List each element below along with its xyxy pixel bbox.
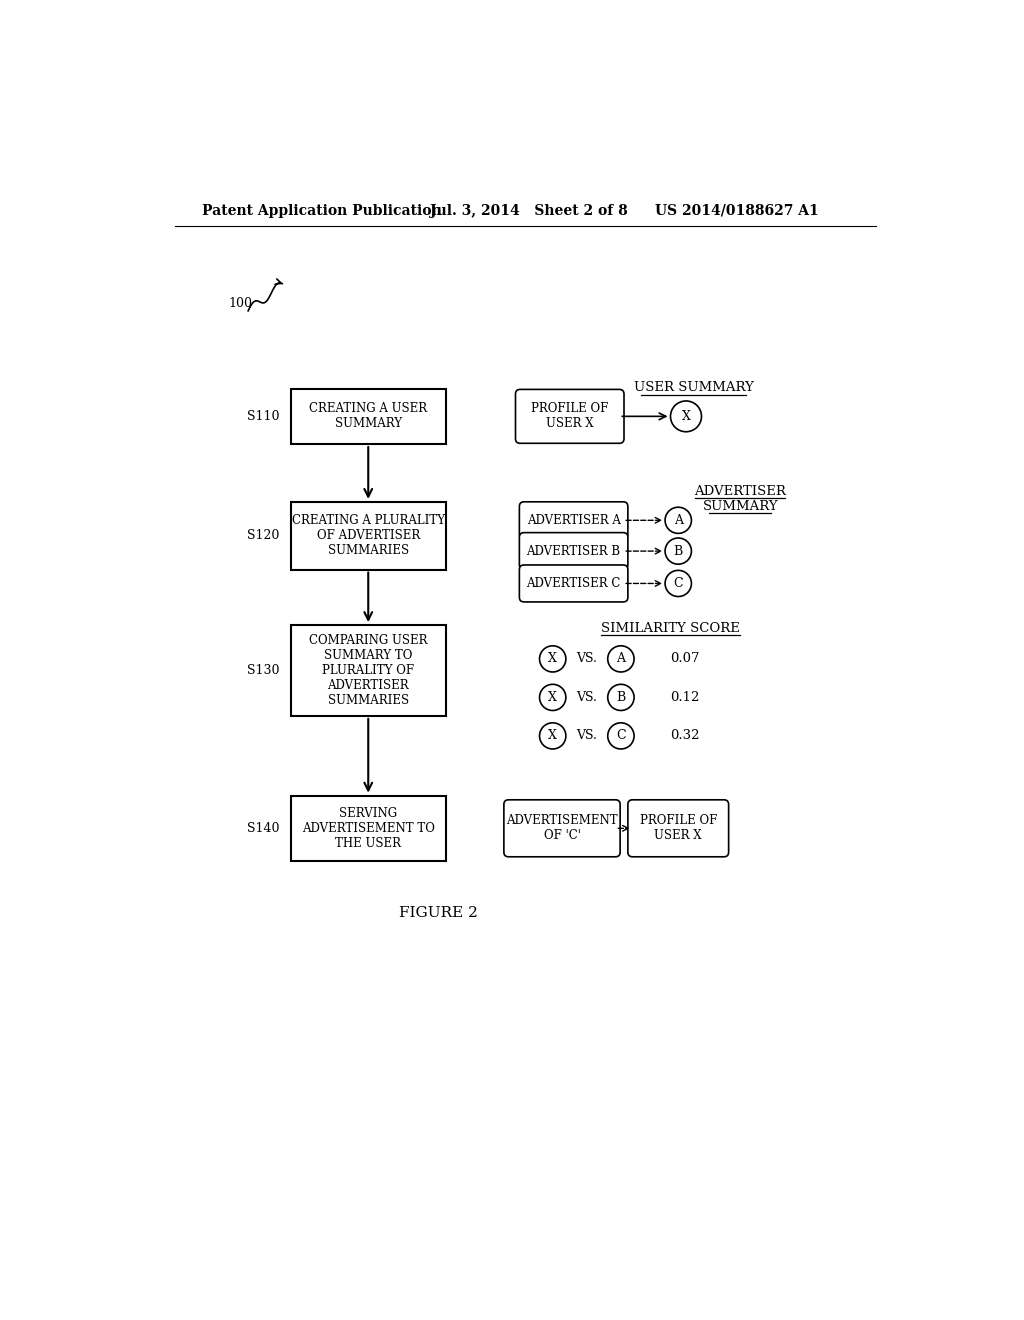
Circle shape	[540, 723, 566, 748]
FancyBboxPatch shape	[291, 796, 445, 861]
FancyBboxPatch shape	[291, 388, 445, 444]
FancyBboxPatch shape	[291, 626, 445, 715]
Text: C: C	[674, 577, 683, 590]
FancyBboxPatch shape	[291, 502, 445, 570]
FancyBboxPatch shape	[519, 533, 628, 570]
Text: US 2014/0188627 A1: US 2014/0188627 A1	[655, 203, 819, 218]
Text: X: X	[548, 730, 557, 742]
Text: X: X	[682, 409, 690, 422]
Text: PROFILE OF
USER X: PROFILE OF USER X	[531, 403, 608, 430]
FancyBboxPatch shape	[515, 389, 624, 444]
Circle shape	[665, 570, 691, 597]
FancyBboxPatch shape	[504, 800, 621, 857]
Text: S130: S130	[247, 664, 280, 677]
Text: PROFILE OF
USER X: PROFILE OF USER X	[640, 814, 717, 842]
Text: CREATING A PLURALITY
OF ADVERTISER
SUMMARIES: CREATING A PLURALITY OF ADVERTISER SUMMA…	[292, 515, 444, 557]
Text: X: X	[548, 652, 557, 665]
Text: C: C	[616, 730, 626, 742]
Circle shape	[671, 401, 701, 432]
Text: CREATING A USER
SUMMARY: CREATING A USER SUMMARY	[309, 403, 427, 430]
Text: X: X	[548, 690, 557, 704]
Text: Patent Application Publication: Patent Application Publication	[202, 203, 441, 218]
Circle shape	[607, 684, 634, 710]
Text: A: A	[674, 513, 683, 527]
Text: S140: S140	[247, 822, 280, 834]
Text: A: A	[616, 652, 626, 665]
Text: 0.12: 0.12	[671, 690, 699, 704]
Text: SERVING
ADVERTISEMENT TO
THE USER: SERVING ADVERTISEMENT TO THE USER	[302, 807, 434, 850]
Text: 100: 100	[228, 297, 253, 310]
Text: S120: S120	[247, 529, 280, 543]
Text: Jul. 3, 2014   Sheet 2 of 8: Jul. 3, 2014 Sheet 2 of 8	[430, 203, 628, 218]
Text: 0.07: 0.07	[671, 652, 700, 665]
FancyBboxPatch shape	[628, 800, 729, 857]
Text: ADVERTISER: ADVERTISER	[694, 484, 786, 498]
Text: VS.: VS.	[577, 690, 597, 704]
Text: ADVERTISER B: ADVERTISER B	[526, 545, 621, 557]
Text: B: B	[674, 545, 683, 557]
Text: B: B	[616, 690, 626, 704]
Circle shape	[540, 684, 566, 710]
Text: VS.: VS.	[577, 652, 597, 665]
Text: ADVERTISEMENT
OF 'C': ADVERTISEMENT OF 'C'	[506, 814, 617, 842]
Circle shape	[607, 723, 634, 748]
Text: FIGURE 2: FIGURE 2	[398, 906, 477, 920]
Text: S110: S110	[247, 409, 280, 422]
FancyBboxPatch shape	[519, 502, 628, 539]
Circle shape	[607, 645, 634, 672]
Text: SIMILARITY SCORE: SIMILARITY SCORE	[601, 622, 740, 635]
Text: 0.32: 0.32	[671, 730, 700, 742]
Text: SUMMARY: SUMMARY	[702, 500, 778, 513]
Text: ADVERTISER A: ADVERTISER A	[526, 513, 621, 527]
Text: ADVERTISER C: ADVERTISER C	[526, 577, 621, 590]
Circle shape	[665, 507, 691, 533]
FancyBboxPatch shape	[519, 565, 628, 602]
Circle shape	[665, 539, 691, 564]
Text: VS.: VS.	[577, 730, 597, 742]
Text: COMPARING USER
SUMMARY TO
PLURALITY OF
ADVERTISER
SUMMARIES: COMPARING USER SUMMARY TO PLURALITY OF A…	[309, 634, 427, 708]
Circle shape	[540, 645, 566, 672]
Text: USER SUMMARY: USER SUMMARY	[634, 381, 754, 395]
